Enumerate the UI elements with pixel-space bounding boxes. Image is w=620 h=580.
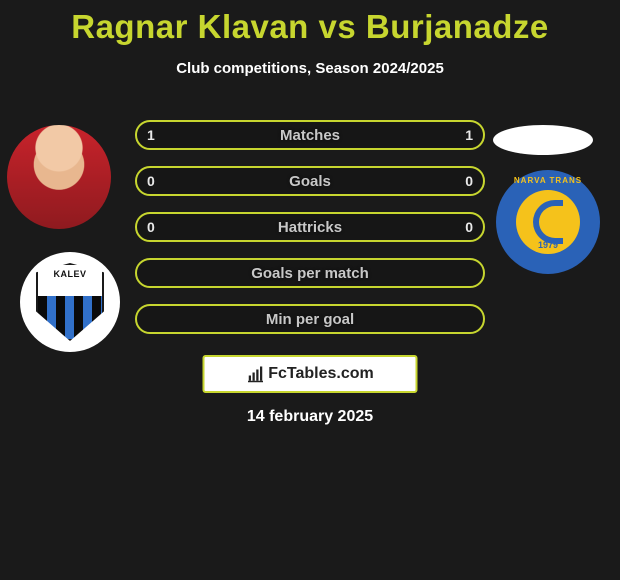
stat-row-matches: 1 Matches 1 [135, 120, 485, 150]
team-left-badge-text: KALEV [38, 269, 102, 279]
team-right-badge-year: 1979 [538, 240, 558, 250]
team-left-badge: KALEV [20, 252, 120, 352]
stat-row-goals: 0 Goals 0 [135, 166, 485, 196]
stat-right-value: 0 [465, 219, 473, 235]
stat-left-value: 1 [147, 127, 155, 143]
shield-icon: KALEV [36, 263, 104, 341]
stat-row-goals-per-match: Goals per match [135, 258, 485, 288]
comparison-subtitle: Club competitions, Season 2024/2025 [0, 60, 620, 77]
player-right-placeholder [493, 125, 593, 155]
team-right-badge-core [533, 200, 563, 244]
stat-label: Goals per match [251, 265, 369, 282]
comparison-title: Ragnar Klavan vs Burjanadze [0, 0, 620, 46]
branding-text: FcTables.com [268, 365, 374, 383]
stat-left-value: 0 [147, 173, 155, 189]
comparison-card: { "header": { "title": "Ragnar Klavan vs… [0, 0, 620, 580]
stats-block: 1 Matches 1 0 Goals 0 0 Hattricks 0 Goal… [135, 120, 485, 350]
team-right-badge-inner: 1979 [516, 190, 580, 254]
stat-row-min-per-goal: Min per goal [135, 304, 485, 334]
bar-chart-icon [246, 365, 264, 383]
stat-label: Goals [289, 173, 331, 190]
stat-right-value: 1 [465, 127, 473, 143]
stat-left-value: 0 [147, 219, 155, 235]
stat-label: Matches [280, 127, 340, 144]
shield-stripes [38, 296, 102, 339]
stat-right-value: 0 [465, 173, 473, 189]
stat-label: Hattricks [278, 219, 342, 236]
branding-box: FcTables.com [203, 355, 418, 393]
comparison-date: 14 february 2025 [0, 408, 620, 426]
team-right-badge: NARVA TRANS 1979 [496, 170, 600, 274]
team-right-badge-arc: NARVA TRANS [514, 176, 582, 185]
player-left-photo [7, 125, 111, 229]
stat-label: Min per goal [266, 311, 354, 328]
stat-row-hattricks: 0 Hattricks 0 [135, 212, 485, 242]
